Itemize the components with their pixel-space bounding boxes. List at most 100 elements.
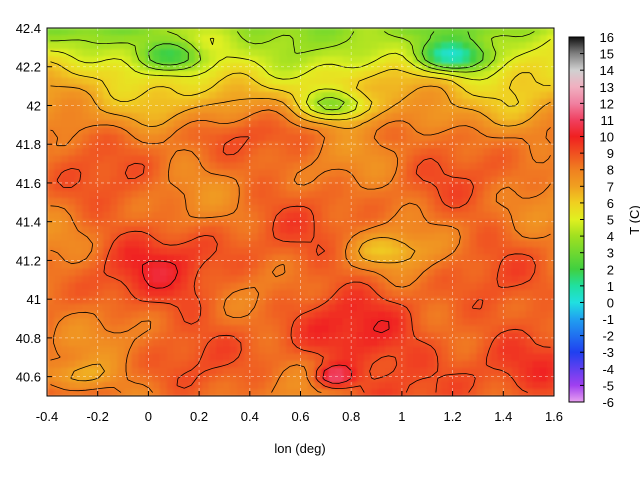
heatmap-cell xyxy=(525,56,534,64)
heatmap-cell xyxy=(216,282,224,291)
heatmap-cell xyxy=(117,155,126,164)
heatmap-cell xyxy=(216,141,224,149)
heatmap-cell xyxy=(272,381,280,390)
heatmap-cell xyxy=(497,112,506,121)
heatmap-cell xyxy=(462,56,471,64)
heatmap-cell xyxy=(462,247,471,256)
heatmap-cell xyxy=(370,226,379,234)
heatmap-cell xyxy=(525,35,534,43)
heatmap-cell xyxy=(377,35,386,43)
heatmap-cell xyxy=(406,247,414,256)
heatmap-cell xyxy=(75,219,83,227)
heatmap-cell xyxy=(483,63,492,72)
heatmap-cell xyxy=(441,120,449,128)
heatmap-cell xyxy=(399,233,407,241)
heatmap-cell xyxy=(230,339,238,348)
heatmap-cell xyxy=(244,388,252,396)
heatmap-cell xyxy=(96,155,104,164)
heatmap-cell xyxy=(525,63,534,72)
heatmap-cell xyxy=(258,381,266,390)
heatmap-cell xyxy=(427,77,435,86)
heatmap-cell xyxy=(342,105,351,114)
heatmap-cell xyxy=(427,381,435,390)
heatmap-cell xyxy=(258,70,266,79)
heatmap-cell xyxy=(230,360,238,369)
heatmap-cell xyxy=(434,226,442,234)
heatmap-cell xyxy=(504,346,513,355)
heatmap-cell xyxy=(349,49,358,57)
heatmap-cell xyxy=(110,148,119,156)
heatmap-cell xyxy=(483,360,492,369)
heatmap-cell xyxy=(335,275,344,284)
heatmap-cell xyxy=(392,212,400,220)
heatmap-cell xyxy=(427,254,435,263)
heatmap-cell xyxy=(47,261,55,270)
heatmap-cell xyxy=(300,112,309,121)
heatmap-cell xyxy=(180,141,189,149)
heatmap-cell xyxy=(166,56,175,64)
heatmap-cell xyxy=(469,304,478,312)
heatmap-cell xyxy=(392,254,400,263)
heatmap-cell xyxy=(377,388,386,396)
heatmap-cell xyxy=(180,353,189,362)
heatmap-cell xyxy=(208,42,217,50)
heatmap-cell xyxy=(511,42,520,50)
heatmap-cell xyxy=(349,169,358,178)
heatmap-cell xyxy=(476,56,485,64)
heatmap-cell xyxy=(427,176,435,185)
heatmap-cell xyxy=(370,127,379,135)
heatmap-cell xyxy=(483,268,492,277)
heatmap-cell xyxy=(342,289,351,298)
heatmap-cell xyxy=(349,141,358,149)
heatmap-cell xyxy=(314,240,323,248)
heatmap-cell xyxy=(96,56,104,64)
heatmap-cell xyxy=(216,127,224,135)
heatmap-cell xyxy=(237,120,245,128)
colorbar-tick-label: -6 xyxy=(602,395,614,410)
heatmap-cell xyxy=(525,70,534,79)
colorbar-tick-label: 1 xyxy=(607,279,614,294)
heatmap-cell xyxy=(420,360,428,369)
heatmap-cell xyxy=(68,70,76,79)
heatmap-cell xyxy=(75,254,83,263)
heatmap-cell xyxy=(300,77,309,86)
heatmap-cell xyxy=(201,35,210,43)
heatmap-cell xyxy=(124,176,133,185)
heatmap-cell xyxy=(532,84,541,93)
heatmap-cell xyxy=(300,155,309,164)
heatmap-cell xyxy=(539,70,548,79)
heatmap-cell xyxy=(476,296,485,305)
colorbar-tick-label: -2 xyxy=(602,329,614,344)
heatmap-cell xyxy=(152,296,161,305)
heatmap-cell xyxy=(434,112,442,121)
heatmap-cell xyxy=(314,148,323,156)
heatmap-cell xyxy=(476,374,485,383)
heatmap-cell xyxy=(321,169,330,178)
heatmap-cell xyxy=(532,77,541,86)
heatmap-cell xyxy=(75,318,83,326)
heatmap-cell xyxy=(208,141,217,149)
heatmap-cell xyxy=(131,254,140,263)
heatmap-cell xyxy=(159,162,168,171)
heatmap-cell xyxy=(131,226,140,234)
heatmap-cell xyxy=(145,91,154,100)
heatmap-cell xyxy=(237,105,245,114)
heatmap-cell xyxy=(300,367,309,376)
heatmap-cell xyxy=(406,197,414,206)
heatmap-cell xyxy=(342,183,351,192)
heatmap-cell xyxy=(251,275,259,284)
heatmap-cell xyxy=(230,70,238,79)
heatmap-cell xyxy=(300,381,309,390)
heatmap-cell xyxy=(455,339,464,348)
heatmap-cell xyxy=(54,360,62,369)
heatmap-cell xyxy=(258,91,266,100)
heatmap-cell xyxy=(47,141,55,149)
heatmap-cell xyxy=(159,70,168,79)
heatmap-cell xyxy=(476,247,485,256)
heatmap-cell xyxy=(187,282,196,291)
heatmap-cell xyxy=(201,127,210,135)
heatmap-cell xyxy=(117,219,126,227)
heatmap-cell xyxy=(89,141,97,149)
heatmap-cell xyxy=(455,112,464,121)
heatmap-cell xyxy=(244,169,252,178)
